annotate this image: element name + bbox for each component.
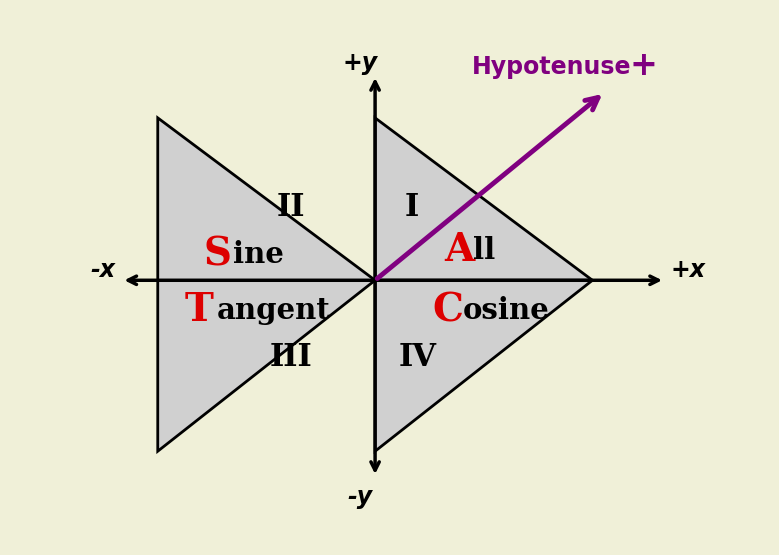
Text: +x: +x — [671, 258, 706, 281]
Text: C: C — [432, 291, 464, 329]
Text: IV: IV — [398, 342, 436, 373]
Polygon shape — [375, 280, 592, 451]
Text: ll: ll — [474, 236, 495, 265]
Text: -x: -x — [90, 258, 115, 281]
Polygon shape — [375, 118, 592, 280]
Text: A: A — [445, 231, 474, 269]
Text: angent: angent — [217, 296, 330, 325]
Text: Hypotenuse: Hypotenuse — [471, 56, 631, 79]
Text: III: III — [270, 342, 312, 373]
Text: +: + — [629, 48, 657, 82]
Text: I: I — [404, 192, 418, 223]
Polygon shape — [157, 118, 375, 451]
Text: +y: +y — [343, 51, 378, 75]
Text: osine: osine — [463, 296, 549, 325]
Text: -y: -y — [347, 486, 372, 509]
Text: ine: ine — [233, 240, 284, 269]
Text: T: T — [185, 291, 213, 329]
Text: S: S — [203, 236, 231, 274]
Text: II: II — [277, 192, 305, 223]
